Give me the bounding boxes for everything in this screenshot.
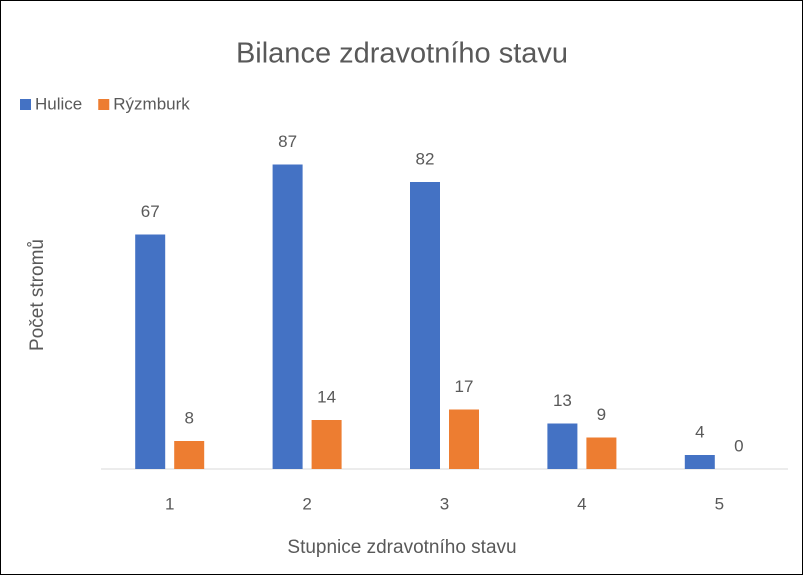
bar	[449, 409, 479, 469]
bar	[272, 164, 303, 469]
data-label: 14	[317, 387, 336, 406]
bar	[135, 234, 166, 469]
legend-label: Rýzmburk	[113, 94, 190, 113]
data-label: 4	[695, 422, 704, 441]
bar	[547, 423, 578, 469]
data-label: 13	[553, 391, 572, 410]
x-tick-label: 2	[302, 494, 311, 513]
bar	[311, 420, 342, 469]
chart-title: Bilance zdravotního stavu	[236, 38, 568, 70]
x-tick-label: 1	[165, 494, 174, 513]
x-tick-label: 5	[715, 494, 724, 513]
x-axis-title: Stupnice zdravotního stavu	[287, 537, 516, 558]
data-label: 17	[455, 377, 474, 396]
y-axis-title: Počet stromů	[27, 239, 48, 351]
bar	[410, 182, 440, 469]
data-label: 87	[278, 132, 297, 151]
data-label: 9	[597, 405, 606, 424]
bar	[586, 437, 617, 469]
data-label: 67	[141, 202, 160, 221]
bar	[174, 441, 205, 469]
data-label: 0	[734, 436, 743, 455]
legend-label: Hulice	[35, 94, 82, 113]
legend-swatch	[98, 99, 110, 110]
x-tick-label: 3	[440, 494, 449, 513]
x-tick-label: 4	[577, 494, 586, 513]
data-label: 82	[416, 149, 435, 168]
data-label: 8	[184, 408, 193, 427]
bar	[684, 455, 715, 469]
legend-swatch	[20, 99, 31, 110]
